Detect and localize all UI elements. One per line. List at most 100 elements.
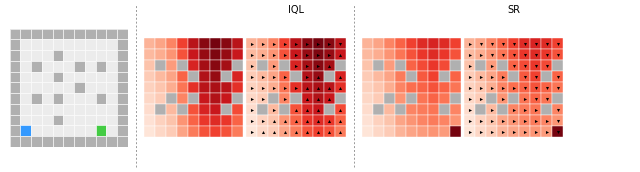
- Bar: [199, 82, 210, 93]
- Bar: [497, 60, 508, 71]
- Bar: [52, 72, 63, 82]
- Bar: [530, 60, 541, 71]
- Bar: [530, 115, 541, 126]
- Bar: [450, 60, 461, 71]
- Bar: [10, 93, 20, 104]
- Bar: [106, 50, 117, 61]
- Bar: [406, 82, 417, 93]
- Bar: [417, 49, 428, 60]
- Bar: [155, 49, 166, 60]
- Bar: [464, 115, 475, 126]
- Bar: [475, 60, 486, 71]
- Bar: [312, 38, 324, 49]
- Bar: [246, 115, 257, 126]
- Bar: [475, 115, 486, 126]
- Bar: [177, 126, 188, 137]
- Bar: [464, 71, 475, 82]
- Bar: [552, 49, 563, 60]
- Bar: [74, 115, 85, 125]
- Bar: [10, 136, 20, 147]
- Bar: [177, 71, 188, 82]
- Bar: [519, 49, 530, 60]
- Bar: [312, 126, 324, 137]
- Bar: [519, 115, 530, 126]
- Bar: [42, 93, 52, 104]
- Bar: [268, 115, 280, 126]
- Bar: [486, 49, 497, 60]
- Bar: [63, 136, 74, 147]
- Bar: [508, 93, 519, 104]
- Bar: [312, 60, 324, 71]
- Bar: [42, 115, 52, 125]
- Bar: [268, 60, 280, 71]
- Bar: [96, 61, 106, 72]
- Bar: [210, 93, 221, 104]
- Bar: [188, 49, 199, 60]
- Bar: [210, 60, 221, 71]
- Bar: [96, 136, 106, 147]
- Bar: [96, 93, 106, 104]
- Bar: [395, 126, 406, 137]
- Bar: [301, 93, 312, 104]
- Bar: [31, 50, 42, 61]
- Bar: [291, 104, 301, 115]
- Text: IQL: IQL: [288, 5, 304, 15]
- Bar: [552, 104, 563, 115]
- Bar: [85, 125, 96, 136]
- Bar: [335, 38, 346, 49]
- Bar: [324, 82, 335, 93]
- Bar: [188, 60, 199, 71]
- Bar: [268, 93, 280, 104]
- Bar: [324, 38, 335, 49]
- Bar: [450, 38, 461, 49]
- Bar: [117, 29, 128, 39]
- Bar: [519, 104, 530, 115]
- Bar: [372, 82, 383, 93]
- Bar: [20, 50, 31, 61]
- Bar: [257, 93, 268, 104]
- Bar: [52, 93, 63, 104]
- Bar: [74, 39, 85, 50]
- Bar: [246, 49, 257, 60]
- Bar: [221, 93, 232, 104]
- Bar: [541, 104, 552, 115]
- Bar: [519, 93, 530, 104]
- Bar: [541, 38, 552, 49]
- Bar: [188, 93, 199, 104]
- Bar: [395, 71, 406, 82]
- Bar: [106, 39, 117, 50]
- Bar: [188, 126, 199, 137]
- Bar: [324, 93, 335, 104]
- Bar: [383, 93, 395, 104]
- Bar: [291, 38, 301, 49]
- Bar: [312, 49, 324, 60]
- Bar: [10, 104, 20, 115]
- Bar: [85, 115, 96, 125]
- Bar: [210, 71, 221, 82]
- Bar: [10, 29, 20, 39]
- Bar: [257, 49, 268, 60]
- Bar: [117, 136, 128, 147]
- Bar: [301, 82, 312, 93]
- Bar: [362, 115, 372, 126]
- Bar: [497, 82, 508, 93]
- Bar: [280, 71, 291, 82]
- Bar: [383, 104, 395, 115]
- Bar: [417, 60, 428, 71]
- Bar: [74, 61, 85, 72]
- Bar: [406, 126, 417, 137]
- Bar: [268, 104, 280, 115]
- Bar: [221, 104, 232, 115]
- Bar: [428, 49, 439, 60]
- Bar: [221, 126, 232, 137]
- Bar: [31, 93, 42, 104]
- Bar: [497, 71, 508, 82]
- Bar: [155, 71, 166, 82]
- Bar: [280, 115, 291, 126]
- Bar: [464, 49, 475, 60]
- Bar: [106, 82, 117, 93]
- Bar: [497, 93, 508, 104]
- Bar: [85, 50, 96, 61]
- Bar: [335, 82, 346, 93]
- Bar: [52, 115, 63, 125]
